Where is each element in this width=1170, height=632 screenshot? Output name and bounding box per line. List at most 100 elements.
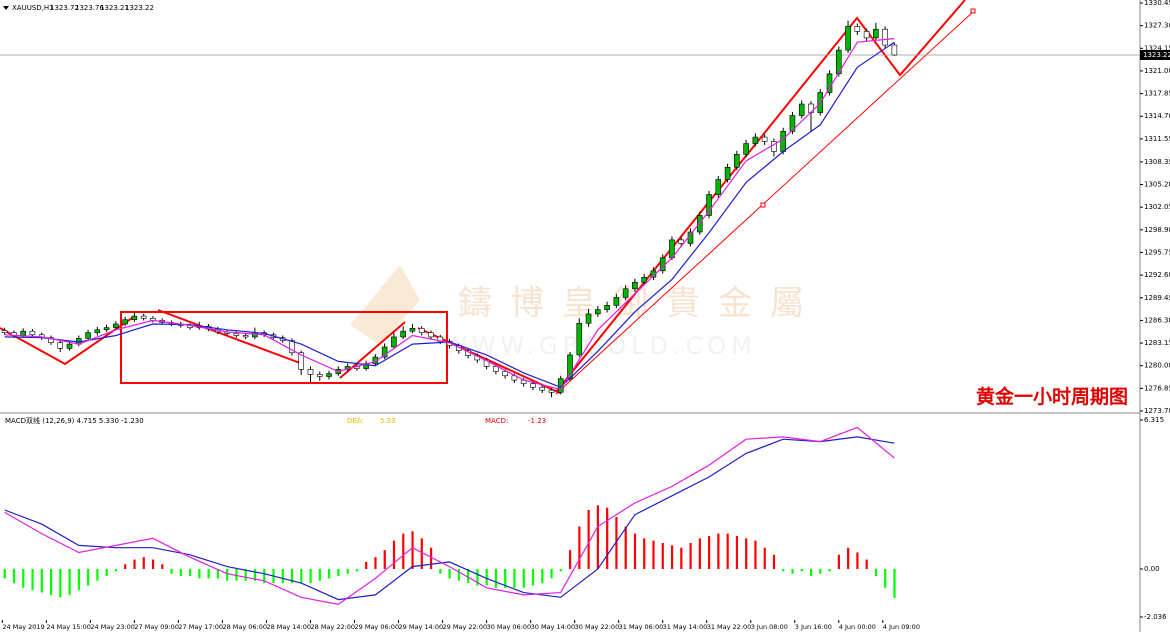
- y-tick-label: 1289.45: [1144, 294, 1170, 302]
- x-tick-label: 30 May 22:00: [575, 623, 620, 631]
- histogram-bar: [420, 538, 423, 569]
- y-tick-label: 1280.00: [1144, 362, 1170, 370]
- candle: [743, 139, 749, 158]
- histogram-bar: [179, 568, 182, 577]
- histogram-bar: [809, 568, 813, 577]
- histogram-bar: [467, 568, 470, 584]
- histogram-bar: [142, 557, 145, 569]
- histogram-bar: [615, 517, 618, 569]
- histogram-bar: [828, 568, 831, 572]
- ohlc-value: 1323.22: [125, 4, 154, 12]
- candle-body: [891, 44, 898, 56]
- candle-body: [585, 313, 592, 324]
- candle-body: [29, 330, 36, 336]
- histogram-bar: [559, 568, 562, 572]
- y-tick-label: 1286.30: [1144, 316, 1170, 324]
- candle: [326, 370, 332, 380]
- candle-body: [761, 136, 768, 142]
- histogram-bar: [170, 568, 173, 574]
- candle: [391, 332, 397, 350]
- histogram-bar: [87, 568, 90, 586]
- histogram-bar: [522, 568, 525, 588]
- histogram-bar: [504, 568, 507, 588]
- candle-body: [845, 26, 851, 51]
- histogram-bar: [670, 545, 674, 569]
- candle-body: [57, 342, 64, 349]
- indicator-line: [4, 41, 895, 388]
- x-tick-label: 24 May 23:00: [90, 623, 135, 631]
- candle-body: [789, 115, 796, 132]
- candle-body: [103, 327, 110, 331]
- candle: [641, 273, 647, 286]
- ohlc-value: 1323.76: [75, 4, 104, 12]
- candle-body: [48, 337, 54, 344]
- candle-body: [798, 103, 805, 116]
- candle-body: [20, 330, 26, 336]
- candle: [381, 343, 388, 360]
- histogram-bar: [3, 568, 6, 579]
- histogram-bar: [578, 526, 581, 569]
- histogram-bar: [290, 568, 294, 584]
- candle: [131, 312, 138, 322]
- histogram-bar: [198, 568, 201, 579]
- ohlc-value: 1323.21: [100, 4, 129, 12]
- candle: [632, 278, 638, 292]
- candle: [483, 357, 490, 370]
- candle-body: [316, 374, 323, 377]
- histogram-bar: [819, 568, 822, 574]
- last-price-label: 1323.22: [1143, 51, 1170, 59]
- histogram-bar: [772, 554, 776, 569]
- candle: [863, 28, 870, 42]
- histogram-bar: [708, 535, 711, 569]
- histogram-bar: [791, 568, 794, 574]
- candle: [585, 308, 592, 327]
- candle-body: [502, 371, 508, 377]
- histogram-bar: [59, 568, 62, 598]
- histogram-bar: [346, 568, 349, 574]
- histogram-bar: [541, 568, 544, 584]
- histogram-bar: [124, 564, 127, 569]
- candle: [307, 366, 314, 383]
- anchor-point: [970, 8, 976, 14]
- histogram-bar: [587, 509, 590, 569]
- y-tick-label: 1327.30: [1144, 22, 1170, 30]
- histogram-bar: [596, 505, 600, 569]
- histogram-bar: [207, 568, 210, 579]
- x-tick-label: 30 May 06:00: [487, 623, 532, 631]
- histogram-bar: [745, 538, 748, 569]
- histogram-bar: [884, 568, 887, 588]
- y-tick-label: 1330.45: [1144, 0, 1170, 7]
- y-tick-label: 6.315: [1144, 416, 1164, 424]
- histogram-bar: [133, 559, 136, 569]
- candle-body: [94, 329, 101, 333]
- candle: [595, 306, 601, 317]
- x-tick-label: 28 May 06:00: [222, 623, 267, 631]
- candle-body: [289, 340, 295, 354]
- candle: [57, 340, 64, 353]
- x-tick-label: 28 May 22:00: [310, 623, 355, 631]
- histogram-bar: [513, 568, 516, 588]
- candle: [761, 134, 768, 145]
- y-tick-label: 1302.05: [1144, 203, 1170, 211]
- candle-body: [483, 359, 490, 367]
- candle: [854, 23, 861, 35]
- dea-value: 5.33: [380, 417, 396, 425]
- candle-body: [576, 322, 583, 356]
- ohlc-value: 1323.72: [50, 4, 79, 12]
- histogram-bar: [893, 568, 896, 598]
- histogram-bar: [476, 568, 479, 586]
- histogram-bar: [189, 568, 192, 577]
- candle-body: [400, 330, 406, 338]
- histogram-bar: [652, 540, 655, 569]
- candle: [409, 324, 416, 334]
- x-tick-label: 27 May 17:00: [178, 623, 223, 631]
- candle: [122, 316, 128, 327]
- histogram-bar: [847, 547, 850, 569]
- candle-body: [873, 28, 879, 39]
- histogram-bar: [253, 568, 257, 581]
- candle-body: [66, 343, 73, 349]
- histogram-bar: [244, 568, 247, 581]
- histogram-bar: [151, 559, 155, 569]
